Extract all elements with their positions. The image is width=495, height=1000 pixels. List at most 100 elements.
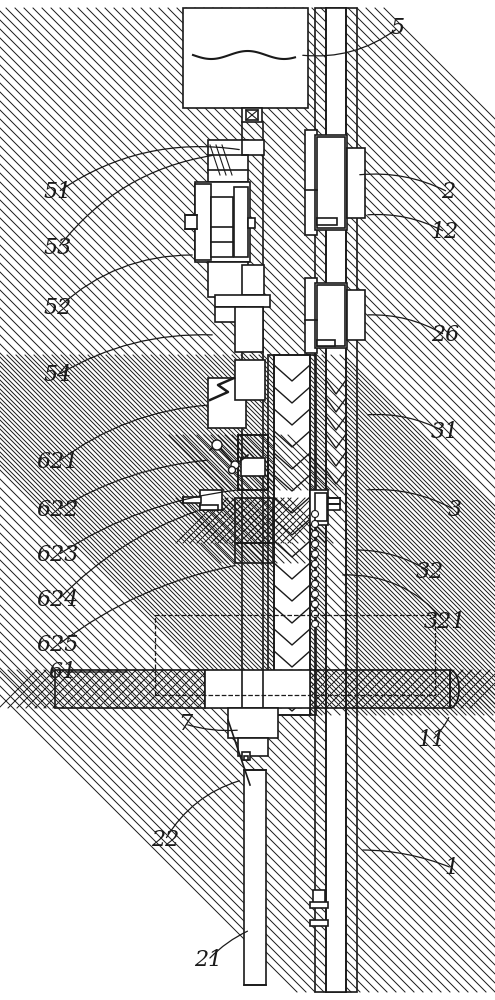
Bar <box>238 435 268 490</box>
Text: 7: 7 <box>178 713 192 735</box>
Bar <box>235 498 273 543</box>
Bar <box>242 140 264 155</box>
Circle shape <box>229 466 236 474</box>
Text: 321: 321 <box>424 611 466 633</box>
Circle shape <box>311 590 318 597</box>
Bar <box>244 756 248 760</box>
Circle shape <box>212 440 222 450</box>
Bar <box>235 543 273 563</box>
Bar <box>183 8 308 108</box>
Bar <box>208 378 246 428</box>
Circle shape <box>311 610 318 617</box>
Text: 2: 2 <box>441 181 455 203</box>
Bar <box>55 670 205 708</box>
Text: 623: 623 <box>37 544 79 566</box>
Bar <box>305 130 317 235</box>
Bar <box>347 148 365 218</box>
Bar <box>310 902 328 908</box>
Bar <box>215 295 270 307</box>
Circle shape <box>311 550 318 558</box>
Bar <box>268 355 316 715</box>
Bar <box>328 504 340 510</box>
Bar <box>200 490 222 510</box>
Bar <box>55 670 205 708</box>
Circle shape <box>311 510 318 518</box>
Bar <box>238 435 268 490</box>
Bar <box>235 360 265 400</box>
Bar <box>315 283 347 348</box>
Bar <box>241 458 265 476</box>
Circle shape <box>311 570 318 578</box>
Bar <box>205 670 310 708</box>
Bar <box>315 135 347 230</box>
Circle shape <box>231 461 239 469</box>
Text: 622: 622 <box>37 499 79 521</box>
Bar <box>315 8 357 992</box>
Bar <box>242 108 262 122</box>
Bar <box>317 137 345 228</box>
Bar <box>155 615 435 695</box>
Bar <box>244 770 266 985</box>
Bar <box>328 498 340 504</box>
Text: 61: 61 <box>48 661 76 683</box>
Bar <box>200 505 218 510</box>
Bar <box>313 890 325 906</box>
Bar <box>195 184 211 260</box>
Text: 621: 621 <box>37 451 79 473</box>
Bar <box>215 307 245 322</box>
Text: 11: 11 <box>418 729 446 751</box>
Bar <box>211 197 233 257</box>
Text: 5: 5 <box>391 17 405 39</box>
Bar <box>242 265 264 295</box>
Bar <box>317 340 335 346</box>
Bar <box>238 738 268 756</box>
Bar <box>235 307 263 352</box>
Text: 1: 1 <box>445 857 459 879</box>
Bar <box>242 752 250 760</box>
Bar <box>315 8 357 992</box>
Text: 51: 51 <box>44 181 72 203</box>
Bar <box>310 490 328 525</box>
Bar <box>55 670 205 708</box>
Text: 22: 22 <box>151 829 179 851</box>
Bar <box>208 140 248 182</box>
Text: 53: 53 <box>44 237 72 259</box>
Bar <box>208 262 248 297</box>
Circle shape <box>311 530 318 538</box>
Bar <box>315 493 327 521</box>
Bar <box>234 187 248 257</box>
Circle shape <box>311 580 318 587</box>
Bar <box>310 670 450 708</box>
Circle shape <box>311 540 318 548</box>
Text: 12: 12 <box>431 221 459 243</box>
Circle shape <box>311 520 318 528</box>
Bar <box>246 110 258 120</box>
Bar <box>248 218 255 228</box>
Bar <box>317 218 337 225</box>
Text: 31: 31 <box>431 421 459 443</box>
Text: 52: 52 <box>44 297 72 319</box>
Bar <box>347 290 365 340</box>
Bar <box>185 215 197 229</box>
Bar <box>268 355 316 715</box>
Bar <box>235 498 273 543</box>
Bar <box>235 498 273 543</box>
Bar <box>305 278 317 353</box>
Text: 3: 3 <box>448 499 462 521</box>
Bar <box>183 497 201 503</box>
Bar <box>310 670 450 708</box>
Text: 54: 54 <box>44 364 72 386</box>
Bar <box>310 670 450 708</box>
Circle shape <box>311 600 318 607</box>
Text: 624: 624 <box>37 589 79 611</box>
Bar <box>274 355 310 715</box>
Bar <box>238 435 268 490</box>
Bar <box>228 708 278 738</box>
Bar <box>195 182 250 262</box>
Bar <box>310 920 328 926</box>
Text: 32: 32 <box>416 561 444 583</box>
Bar <box>235 543 273 563</box>
Text: 625: 625 <box>37 634 79 656</box>
Text: 26: 26 <box>431 324 459 346</box>
Circle shape <box>311 620 318 628</box>
